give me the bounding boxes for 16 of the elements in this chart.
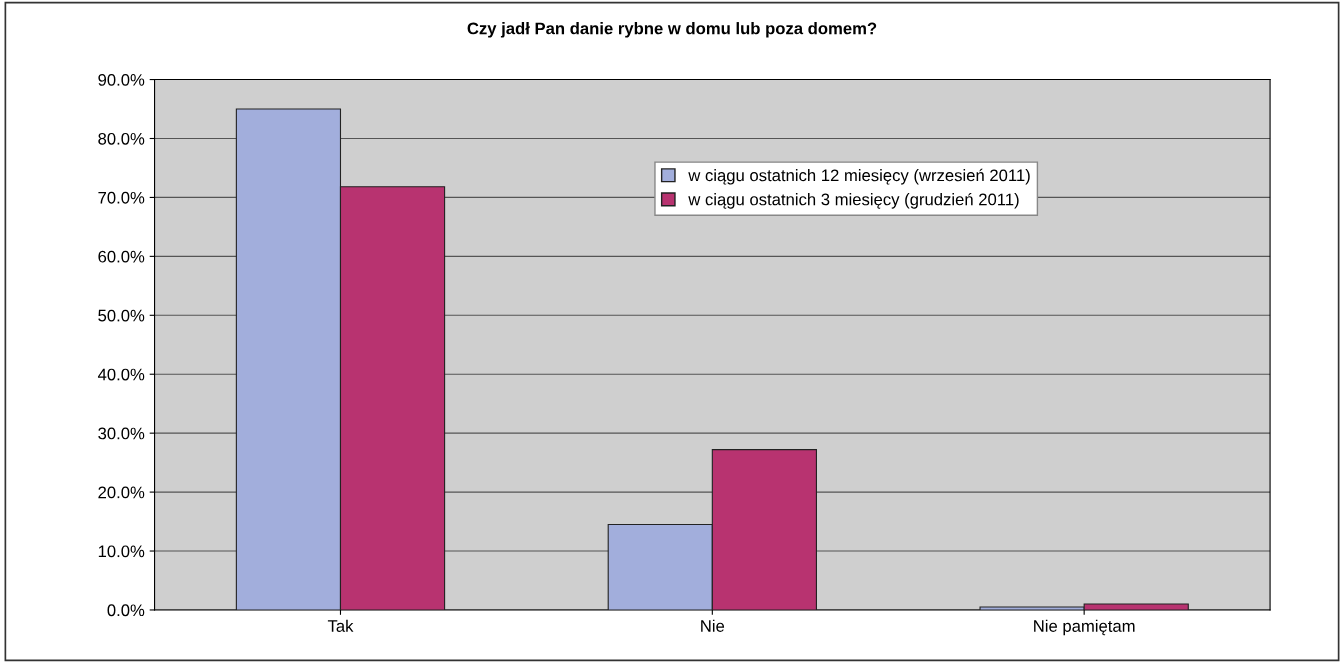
y-tick-label: 90.0% [98, 73, 145, 86]
y-tick-label: 80.0% [98, 132, 145, 145]
y-tick-label: 50.0% [98, 309, 145, 322]
y-tick-label: 60.0% [98, 250, 145, 263]
y-tick-label: 70.0% [98, 191, 145, 204]
legend-label: w ciągu ostatnich 12 miesięcy (wrzesień 2011) [688, 168, 1030, 185]
y-tick-label: 10.0% [98, 545, 145, 558]
x-tick-label: Nie [701, 619, 725, 632]
x-tick-label: Nie pamiętam [1034, 619, 1135, 636]
legend-label: w ciągu ostatnich 3 miesięcy (grudzień 2011) [688, 192, 1019, 209]
y-tick-label: 40.0% [97, 368, 145, 381]
y-tick-label: 0.0% [107, 604, 145, 617]
x-tick-label: Tak [327, 619, 354, 632]
chart-title: Czy jadł Pan danie rybne w domu lub poza domem? [467, 22, 877, 38]
y-tick-label: 30.0% [98, 427, 145, 440]
y-tick-label: 20.0% [98, 486, 145, 499]
